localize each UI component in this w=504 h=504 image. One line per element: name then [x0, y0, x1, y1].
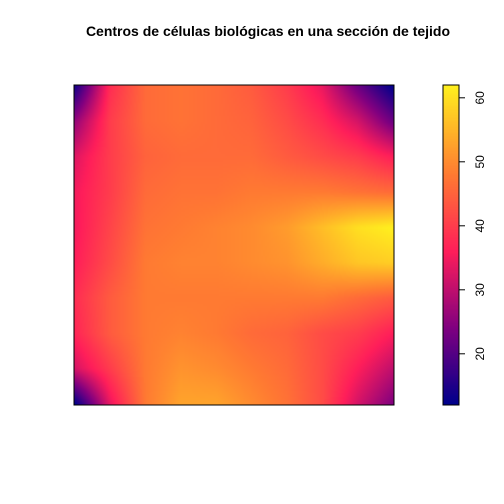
- colorbar-gradient: [443, 85, 459, 405]
- colorbar-tick-label: 40: [473, 219, 487, 233]
- colorbar: 20 30 40 50 60: [442, 84, 487, 406]
- colorbar-tick-label: 30: [473, 283, 487, 297]
- colorbar-frame: [442, 84, 460, 406]
- colorbar-ticks: 20 30 40 50 60: [459, 91, 487, 361]
- plot-area: [73, 84, 395, 406]
- chart-title: Centros de células biológicas en una sec…: [86, 23, 450, 39]
- colorbar-tick-label: 50: [473, 155, 487, 169]
- plot-frame: [73, 84, 395, 406]
- colorbar-tick-label: 20: [473, 347, 487, 361]
- heatmap-surface: [74, 85, 394, 405]
- colorbar-tick-label: 60: [473, 91, 487, 105]
